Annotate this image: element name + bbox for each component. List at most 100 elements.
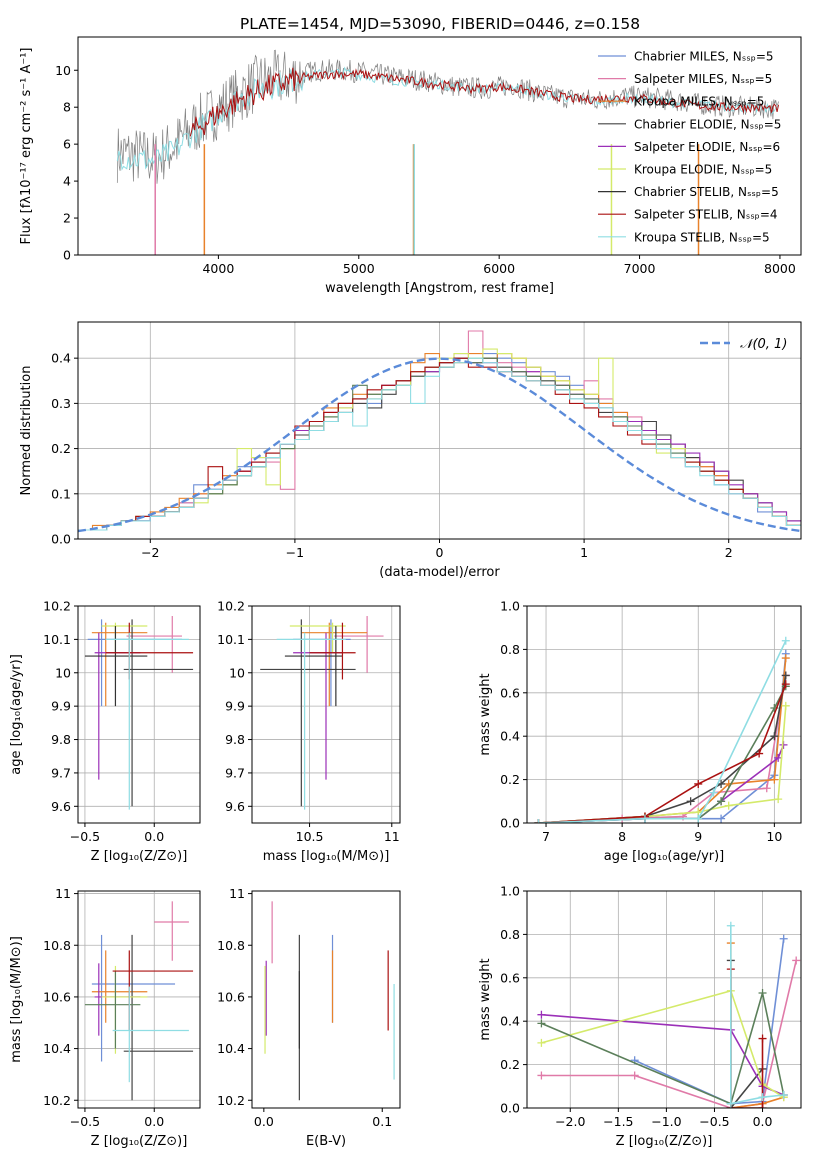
errorbar-point [123,619,194,807]
series-marker [758,1093,767,1102]
series-line [541,989,785,1098]
x-axis-label: age [log₁₀(age/yr)] [604,849,725,864]
y-axis-label: Flux [fλ10⁻¹⁷ erg cm⁻² s⁻¹ A⁻¹] [19,48,34,245]
series-marker [755,749,764,758]
series-marker [792,956,801,965]
plot-area [84,616,194,810]
panel-residuals: −2 −1 0 1 2 0.0 0.1 0.2 0.3 0.4 (data-model)/error… [19,321,802,580]
y-tick-label: 9.9 [51,699,71,714]
series-marker [758,988,767,997]
panel-mass-vs-Z: −0.5 0.0 10.2 10.4 10.6 10.8 11 Z [log₁₀(Z/Z⊙)]… [9,886,201,1149]
y-tick-label: 0.6 [500,970,520,985]
panel-age-vs-Z: −0.5 0.0 9.6 9.7 9.8 9.9 10 10.1 10.2 Z [log₁₀(Z/… [9,599,201,864]
legend: 𝒩(0, 1) [700,337,787,352]
legend-label: Salpeter ELODIE, Nₛₛₚ=6 [634,140,780,154]
x-tick-label: 11 [384,829,400,844]
plot-area [537,921,801,1108]
x-tick-label: 1 [580,545,588,560]
weight-series [534,740,788,823]
errorbar-point [289,622,346,653]
x-tick-label: 10 [766,829,782,844]
series-marker [781,680,790,689]
x-tick-label: 0.0 [144,1114,164,1129]
series-marker [537,1019,546,1028]
series-line [541,960,797,1108]
panel-mass-vs-EBV: 0.0 0.1 10.2 10.4 10.6 10.8 11 E(B-V) [217,886,401,1149]
series-line [541,1013,785,1096]
y-tick-label: 9.7 [225,765,245,780]
panel-weight-vs-Z: −2.0 −1.5 −1.0 −0.5 0.0 0.0 0.2 0.4 0.6 0.8 1.0 Z [… [478,884,802,1149]
y-tick-label: 10.8 [217,938,245,953]
x-tick-label: 8000 [764,261,796,276]
x-tick-label: −1 [286,545,304,560]
series-line [538,653,787,823]
series-marker [781,636,790,645]
errorbar-point [309,622,356,680]
y-axis-label: age [log₁₀(age/yr)] [9,654,24,775]
errorbar-point [276,632,346,810]
x-tick-label: −0.5 [70,829,100,844]
y-axis-label: Normed distribution [19,366,34,496]
errorbar-point [105,622,194,680]
x-tick-label: −0.5 [70,1114,100,1129]
errorbar-point [112,950,194,1031]
y-tick-label: 10.2 [217,1093,245,1108]
y-tick-label: 0.2 [500,772,520,787]
y-tick-label: 9.8 [225,732,245,747]
y-tick-label: 10.6 [217,989,245,1004]
series-line [541,992,785,1105]
y-tick-label: 10.4 [43,1041,71,1056]
legend-label: Chabrier MILES, Nₛₛₚ=5 [634,50,774,64]
weight-series [726,921,788,1108]
series-marker [781,654,790,663]
axes-frame [251,605,401,824]
errorbar-point [154,901,189,961]
y-tick-label: 6 [63,137,71,152]
x-tick-label: 0.0 [254,1114,274,1129]
y-tick-label: 9.6 [51,799,71,814]
x-tick-label: −1.0 [651,1114,681,1129]
legend-label: 𝒩(0, 1) [740,337,787,352]
y-tick-label: 0.1 [51,486,71,501]
series-marker [779,934,788,943]
y-tick-label: 2 [63,211,71,226]
y-tick-label: 4 [63,174,71,189]
errorbar-point [91,622,148,707]
y-tick-label: 0.6 [500,685,520,700]
x-tick-label: 10.5 [296,829,324,844]
series-marker [724,801,733,810]
x-tick-label: 2 [725,545,733,560]
weight-series [534,701,790,823]
plot-area [116,49,779,255]
series-marker [762,784,771,793]
y-tick-label: 10.1 [43,632,71,647]
y-tick-label: 0.2 [51,441,71,456]
weight-series [537,956,801,1108]
errorbar-point [112,986,189,1083]
plot-area [78,330,801,533]
series-marker [537,1038,546,1047]
y-tick-label: 10.8 [43,938,71,953]
axes-frame [77,890,201,1109]
y-axis-label: mass [log₁₀(M/M⊙)] [9,936,24,1063]
series-marker [770,732,779,741]
series-marker [694,814,703,823]
errorbar-point [91,950,148,1023]
errorbar-point [105,632,189,810]
errorbar-point [260,619,356,807]
errorbar-point [334,616,384,673]
errorbar-point [91,934,176,1062]
x-tick-label: 7000 [624,261,656,276]
legend-label: Salpeter STELIB, Nₛₛₚ=4 [634,208,778,222]
legend-label: Kroupa MILES, Nₛₛₚ=5 [634,95,764,109]
series-line [634,938,785,1105]
panel-weight-vs-age: 7 8 9 10 0.0 0.2 0.4 0.6 0.8 1.0 age [log₁₀(age/yr… [478,599,802,864]
y-tick-label: 0 [63,248,71,263]
y-tick-label: 9.7 [51,765,71,780]
spectrum-line [189,67,779,137]
series-marker [758,1104,767,1108]
y-tick-label: 10 [229,665,245,680]
y-tick-label: 0.2 [500,1057,520,1072]
